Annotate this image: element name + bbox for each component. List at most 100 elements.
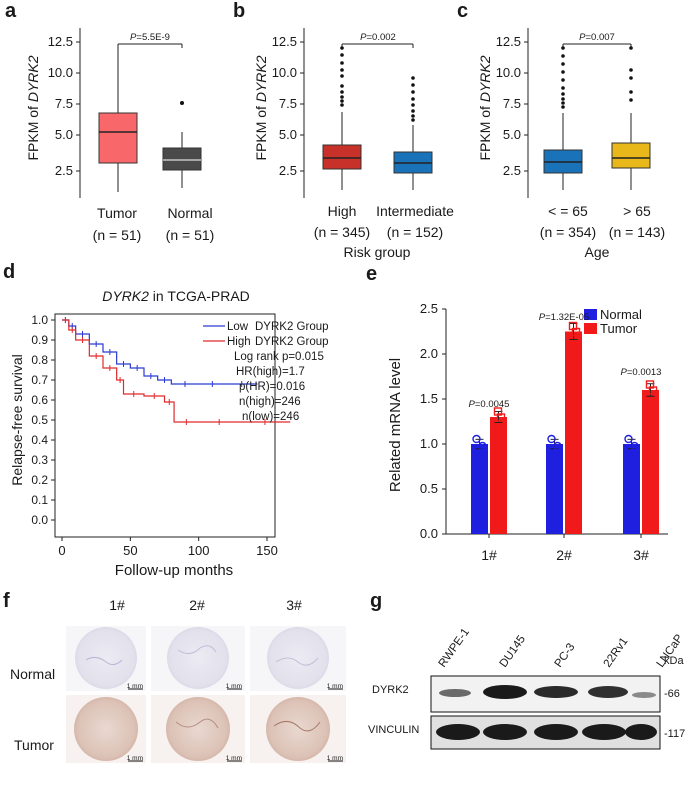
svg-text:7.5: 7.5 xyxy=(279,96,297,111)
svg-text:High: High xyxy=(227,336,251,348)
svg-text:P=0.0045: P=0.0045 xyxy=(469,399,510,410)
svg-text:12.5: 12.5 xyxy=(272,34,297,49)
replicate-point xyxy=(478,441,487,451)
svg-text:(n = 152): (n = 152) xyxy=(387,224,443,240)
panel-label-a: a xyxy=(5,0,17,22)
ihc-normal-1: 1 mm xyxy=(66,626,146,691)
svg-text:HR(high)=1.7: HR(high)=1.7 xyxy=(236,366,305,378)
svg-text:P=0.002: P=0.002 xyxy=(360,32,396,43)
ytick-label: 0.4 xyxy=(31,433,48,447)
boxplot-age-le65 xyxy=(543,46,583,190)
panel-e: e Related mRNA level 2.52.01.51.00.50.0 … xyxy=(366,263,668,563)
ytick-label: 2.5 xyxy=(55,163,73,178)
svg-text:Tumor: Tumor xyxy=(600,321,638,336)
svg-text:1#: 1# xyxy=(109,597,125,613)
svg-text:p(HR)=0.016: p(HR)=0.016 xyxy=(239,381,305,393)
svg-text:FPKM of DYRK2: FPKM of DYRK2 xyxy=(477,55,493,160)
category-n: (n = 51) xyxy=(166,227,215,243)
pvalue-bracket-a: P=5.5E-9 xyxy=(117,32,183,48)
ytick-label: 0.1 xyxy=(31,493,48,507)
km-yticks: 1.0 0.9 0.8 0.7 0.6 0.5 0.4 0.3 0.2 0.1 0.0 xyxy=(31,313,55,527)
svg-text:d: d xyxy=(3,261,15,283)
replicate-point xyxy=(624,434,633,444)
category-label: Normal xyxy=(167,205,212,221)
svg-text:2.5: 2.5 xyxy=(503,163,521,178)
panel-f: f 1# 2# 3# Normal Tumor 1 mm 1 mm 1 mm xyxy=(3,590,346,763)
pvalue-bracket-c: P=0.007 xyxy=(562,32,632,48)
svg-text:Tumor: Tumor xyxy=(14,737,54,753)
km-legend: Low DYRK2 Group High DYRK2 Group Log ran… xyxy=(203,321,329,423)
svg-text:22Rv1: 22Rv1 xyxy=(602,636,631,670)
ihc-tumor-1: 1 mm xyxy=(66,695,146,763)
bar-tumor xyxy=(565,331,582,534)
yticks-c: 12.5 10.0 7.5 5.0 2.5 xyxy=(496,34,528,178)
xtick-label: 0 xyxy=(58,543,65,558)
ytick-label: 2.5 xyxy=(420,301,438,316)
replicate-point xyxy=(648,386,658,395)
replicate-point xyxy=(496,413,506,422)
svg-text:7.5: 7.5 xyxy=(503,96,521,111)
boxplot-high xyxy=(322,46,362,190)
category-label: 1# xyxy=(481,547,497,563)
svg-text:c: c xyxy=(457,0,468,22)
ytick-label: 10.0 xyxy=(48,65,73,80)
panel-label-b: b xyxy=(233,0,245,22)
ytick-label: 0.5 xyxy=(420,481,438,496)
svg-text:Log rank p=0.015: Log rank p=0.015 xyxy=(234,351,324,363)
svg-text:-117: -117 xyxy=(664,728,685,740)
bar-tumor xyxy=(490,417,507,534)
category-n: (n = 51) xyxy=(93,227,142,243)
svg-text:DU145: DU145 xyxy=(498,634,528,670)
legend-swatch-normal xyxy=(584,309,597,320)
boxplot-normal xyxy=(162,101,202,188)
xtick-label: 50 xyxy=(123,543,137,558)
svg-text:P=1.32E-05: P=1.32E-05 xyxy=(539,312,589,323)
panel-d: d DYRK2 in TCGA-PRAD Relapse-free surviv… xyxy=(3,261,329,579)
ytick-label: 5.0 xyxy=(55,127,73,142)
svg-text:RWPE-1: RWPE-1 xyxy=(437,626,472,669)
replicate-point xyxy=(630,441,639,451)
svg-text:1 mm: 1 mm xyxy=(327,755,343,762)
svg-text:P=0.007: P=0.007 xyxy=(579,32,615,43)
svg-text:1 mm: 1 mm xyxy=(127,755,143,762)
svg-text:f: f xyxy=(3,590,10,612)
xlabel-b: Risk group xyxy=(344,244,411,260)
ytick-label: 0.9 xyxy=(31,333,48,347)
replicate-point xyxy=(472,434,481,444)
ytick-label: 0.3 xyxy=(31,453,48,467)
svg-text:10.0: 10.0 xyxy=(272,65,297,80)
ihc-normal-3: 1 mm xyxy=(250,626,346,691)
category-label: Tumor xyxy=(97,205,137,221)
ihc-tumor-3: 1 mm xyxy=(250,695,346,763)
svg-text:Age: Age xyxy=(585,244,610,260)
km-title: DYRK2 in TCGA-PRAD xyxy=(102,288,250,304)
panel-b: b FPKM of DYRK2 12.5 10.0 7.5 5.0 2.5 P=… xyxy=(233,0,454,260)
svg-text:n(high)=246: n(high)=246 xyxy=(239,396,301,408)
bar-tumor xyxy=(642,390,659,534)
ihc-normal-2: 1 mm xyxy=(151,626,245,691)
svg-text:Intermediate: Intermediate xyxy=(376,203,454,219)
svg-text:PC-3: PC-3 xyxy=(553,641,578,669)
svg-text:DYRK2: DYRK2 xyxy=(372,684,409,696)
panel-a: a FPKM of DYRK2 12.5 10.0 7.5 5.0 2.5 P=… xyxy=(5,0,214,243)
category-label: 2# xyxy=(556,547,572,563)
svg-text:High: High xyxy=(328,203,357,219)
svg-text:1 mm: 1 mm xyxy=(127,683,143,690)
svg-text:5.0: 5.0 xyxy=(279,127,297,142)
svg-text:1 mm: 1 mm xyxy=(226,755,242,762)
km-ylabel: Relapse-free survival xyxy=(9,354,25,486)
ytick-label: 1.5 xyxy=(420,391,438,406)
xtick-label: 150 xyxy=(256,543,278,558)
svg-text:P=0.0013: P=0.0013 xyxy=(621,367,662,378)
svg-text:(n = 143): (n = 143) xyxy=(609,224,665,240)
bar-normal xyxy=(623,444,640,534)
svg-text:DYRK2 Group: DYRK2 Group xyxy=(255,336,329,348)
boxplot-tumor xyxy=(98,48,138,192)
xtick-label: 100 xyxy=(188,543,210,558)
ytick-label: 0.0 xyxy=(420,526,438,541)
svg-text:Normal: Normal xyxy=(10,666,55,682)
svg-text:(n = 354): (n = 354) xyxy=(540,224,596,240)
boxplot-intermediate xyxy=(393,76,433,190)
svg-text:P=5.5E-9: P=5.5E-9 xyxy=(130,32,170,43)
bar-ylabel: Related mRNA level xyxy=(387,358,404,492)
